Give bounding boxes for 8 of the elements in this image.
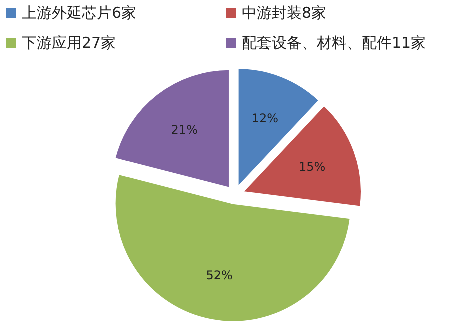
legend-label: 下游应用27家 — [22, 34, 116, 52]
data-label: 21% — [171, 123, 198, 138]
legend-label: 中游封装8家 — [242, 4, 327, 22]
legend-label: 上游外延芯片6家 — [22, 4, 137, 22]
legend-label: 配套设备、材料、配件11家 — [242, 34, 426, 52]
data-label: 52% — [206, 268, 233, 283]
data-label: 15% — [298, 160, 326, 174]
data-label: 12% — [252, 112, 279, 126]
